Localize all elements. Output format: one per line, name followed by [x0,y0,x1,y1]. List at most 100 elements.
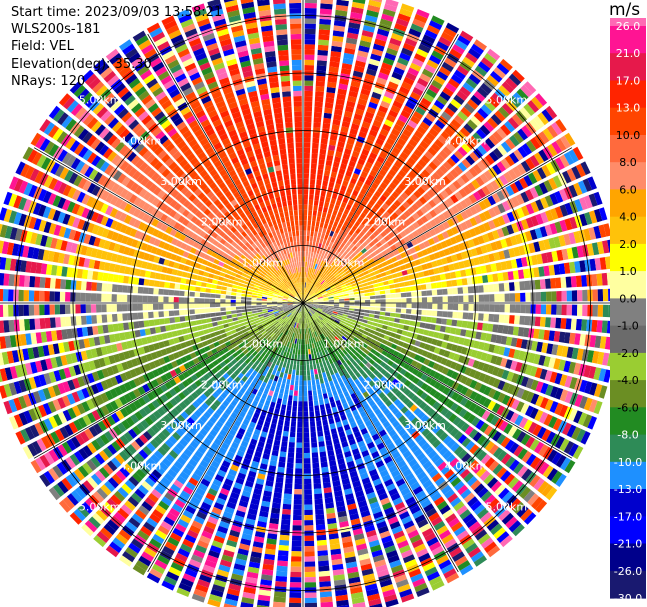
velocity-gate [601,320,608,334]
velocity-gate [241,533,253,541]
velocity-gate [361,30,374,38]
velocity-gate [289,320,293,326]
velocity-gate [289,348,293,354]
velocity-gate [257,355,264,362]
velocity-gate [286,341,290,348]
velocity-gate [314,405,320,411]
velocity-gate [426,290,433,296]
velocity-gate [261,458,269,465]
velocity-gate [182,379,190,388]
velocity-gate [419,475,430,485]
velocity-gate [337,353,343,360]
velocity-gate [160,374,169,383]
velocity-gate [328,418,335,425]
velocity-gate [416,388,424,397]
velocity-gate [524,316,531,326]
velocity-gate [543,238,551,250]
velocity-gate [143,461,154,472]
velocity-gate [433,381,442,390]
velocity-gate [300,313,302,319]
velocity-gate [326,213,332,220]
velocity-gate [294,311,298,316]
velocity-gate [416,251,424,258]
velocity-gate [554,190,564,204]
velocity-gate [413,407,422,416]
velocity-gate [514,304,521,313]
velocity-gate [350,475,360,483]
velocity-gate [106,498,119,510]
velocity-gate [320,367,325,373]
velocity-gate [301,318,303,324]
velocity-gate [355,228,362,235]
velocity-gate [429,219,437,228]
velocity-gate [325,240,330,247]
velocity-gate [163,516,175,527]
velocity-gate [294,489,302,495]
velocity-gate [534,279,541,290]
velocity-gate [303,303,309,304]
velocity-gate [505,516,518,529]
velocity-gate [470,248,478,257]
velocity-gate [404,174,414,184]
velocity-gate [104,480,116,493]
velocity-gate [327,280,333,285]
velocity-gate [281,514,291,520]
velocity-gate [349,308,355,311]
velocity-gate [304,293,307,299]
velocity-gate [368,468,378,477]
velocity-gate [361,333,368,339]
velocity-gate [480,511,493,524]
velocity-gate [546,343,554,355]
velocity-gate [324,165,332,172]
velocity-gate [400,287,406,293]
velocity-gate [320,345,324,352]
velocity-gate [304,293,308,299]
velocity-gate [403,275,410,281]
velocity-gate [345,269,351,275]
velocity-gate [106,415,116,426]
velocity-gate [446,439,456,449]
velocity-gate [215,530,227,539]
velocity-gate [297,323,300,329]
velocity-gate [275,336,281,342]
velocity-gate [330,51,342,58]
velocity-gate [354,308,360,312]
velocity-gate [345,170,353,178]
velocity-gate [414,259,421,266]
velocity-gate [206,407,215,415]
velocity-gate [167,468,178,479]
velocity-gate [329,538,340,545]
velocity-gate [358,290,365,294]
velocity-gate [328,281,334,286]
velocity-gate [318,298,324,301]
velocity-gate [327,81,337,89]
velocity-gate [384,52,397,61]
velocity-gate [553,358,561,370]
velocity-gate [463,123,474,134]
velocity-gate [347,400,355,407]
velocity-gate [539,368,548,380]
velocity-gate [305,339,308,345]
velocity-gate [472,191,482,201]
velocity-gate [437,374,446,383]
velocity-gate [222,372,230,380]
velocity-gate [322,228,327,234]
velocity-gate [349,295,355,298]
velocity-gate [429,541,442,552]
velocity-gate [305,282,308,288]
velocity-gate [306,306,310,311]
velocity-gate [333,309,339,313]
velocity-gate [498,314,505,323]
velocity-gate [345,353,352,359]
velocity-gate [512,69,525,83]
velocity-gate [138,555,152,567]
velocity-gate [481,185,491,196]
velocity-gate [440,240,448,249]
velocity-gate [367,211,375,219]
velocity-gate [551,304,557,315]
velocity-gate [95,394,105,406]
velocity-gate [482,233,490,243]
velocity-gate [257,333,263,339]
velocity-gate [242,435,251,443]
velocity-gate [456,530,469,541]
